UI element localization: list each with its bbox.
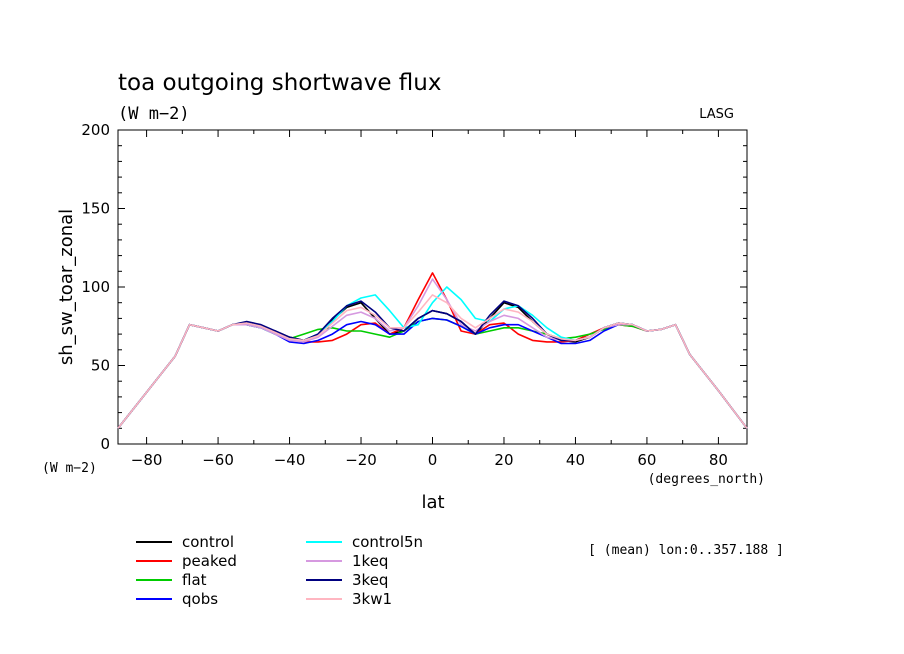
x-tick-label: 60: [637, 451, 656, 469]
chart-subtitle: (W m−2): [118, 104, 190, 124]
series-lines: [117, 272, 748, 429]
series-line-peaked: [117, 272, 748, 429]
series-line-control5n: [117, 286, 748, 429]
x-tick-label: 40: [566, 451, 585, 469]
y-axis: 0 50 100 150 200: [81, 121, 747, 453]
series-line-qobs: [117, 317, 748, 429]
series-line-3kw1: [117, 294, 748, 429]
x-tick-label: −40: [274, 451, 306, 469]
x-tick-label: −60: [202, 451, 234, 469]
series-line-3keq: [117, 300, 748, 429]
series-line-control: [117, 301, 748, 429]
x-tick-label: 80: [709, 451, 728, 469]
x-tick-label: −20: [345, 451, 377, 469]
y-tick-label: 0: [100, 435, 110, 453]
series-line-1keq: [117, 278, 748, 429]
legend-label: 3kw1: [352, 590, 392, 608]
y-tick-label: 150: [81, 200, 110, 218]
x-axis-units: (degrees_north): [648, 472, 765, 487]
mean-annotation: [ (mean) lon:0..357.188 ]: [588, 543, 784, 558]
x-axis: −80 −60 −40 −20 0 20 40 60 80: [131, 130, 728, 469]
legend-label: 3keq: [352, 571, 388, 589]
y-tick-label: 50: [91, 357, 110, 375]
plot-frame: [117, 129, 748, 445]
y-tick-label: 200: [81, 121, 110, 139]
series-line-flat: [117, 317, 748, 429]
legend-label: control: [182, 533, 234, 551]
legend-label: qobs: [182, 590, 218, 608]
source-label: LASG: [699, 107, 734, 122]
x-tick-label: −80: [131, 451, 163, 469]
x-tick-label: 20: [494, 451, 513, 469]
y-axis-units: (W m−2): [42, 461, 97, 476]
x-axis-label: lat: [421, 492, 444, 513]
x-tick-label: 0: [428, 451, 438, 469]
legend-label: control5n: [352, 533, 423, 551]
y-tick-label: 100: [81, 278, 110, 296]
y-axis-label: sh_sw_toar_zonal: [56, 209, 77, 365]
chart-title: toa outgoing shortwave flux: [118, 70, 441, 96]
legend-label: flat: [182, 571, 207, 589]
legend-label: 1keq: [352, 552, 388, 570]
legend-label: peaked: [182, 552, 237, 570]
